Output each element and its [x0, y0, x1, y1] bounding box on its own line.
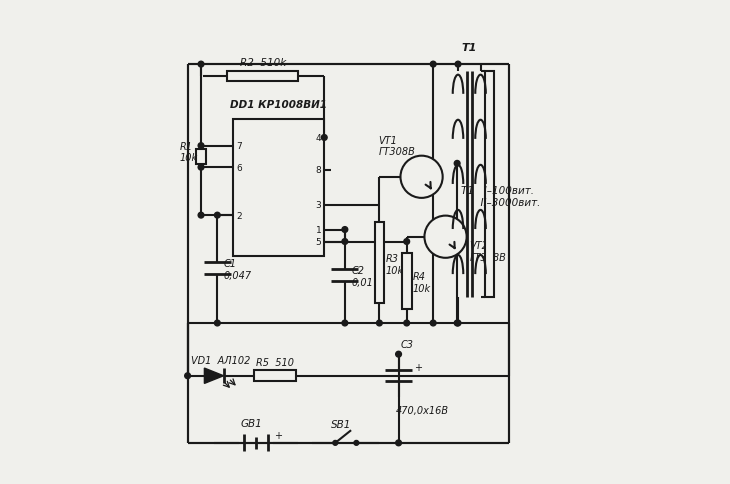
Bar — [374, 223, 384, 303]
Text: VD1  АЛ102: VD1 АЛ102 — [191, 355, 251, 365]
Text: GB1: GB1 — [240, 418, 262, 428]
Circle shape — [215, 320, 220, 326]
Text: +: + — [414, 362, 422, 372]
Circle shape — [377, 320, 383, 326]
Circle shape — [455, 320, 461, 326]
Text: 1: 1 — [315, 226, 321, 235]
Bar — [485, 72, 494, 297]
Text: 8: 8 — [315, 166, 321, 175]
Circle shape — [454, 161, 460, 167]
Circle shape — [342, 320, 347, 326]
Text: R5  510: R5 510 — [256, 357, 294, 367]
Text: R2  510k: R2 510k — [239, 59, 285, 68]
Text: Т1   I–100вит.
      II–3000вит.: Т1 I–100вит. II–3000вит. — [461, 186, 540, 207]
Text: 470,0x16В: 470,0x16В — [396, 405, 449, 415]
Circle shape — [396, 351, 402, 357]
Text: 4: 4 — [316, 134, 321, 143]
Circle shape — [198, 213, 204, 219]
Text: 2: 2 — [236, 211, 242, 220]
Circle shape — [342, 239, 347, 245]
Text: 3: 3 — [315, 201, 321, 210]
Circle shape — [424, 216, 466, 258]
Text: R1
10k: R1 10k — [180, 141, 198, 163]
Circle shape — [215, 213, 220, 219]
Text: 6: 6 — [236, 163, 242, 172]
Bar — [196, 150, 206, 165]
Bar — [254, 371, 296, 381]
Bar — [402, 254, 412, 309]
Text: VT1
ГТ308В: VT1 ГТ308В — [378, 136, 415, 157]
Text: DD1 КР1008ВИ1: DD1 КР1008ВИ1 — [230, 100, 327, 109]
Circle shape — [198, 62, 204, 68]
Bar — [227, 72, 298, 82]
Polygon shape — [204, 368, 223, 384]
Text: +: + — [274, 431, 283, 440]
Circle shape — [455, 62, 461, 68]
Text: C1
0,047: C1 0,047 — [223, 259, 252, 280]
Text: C3: C3 — [401, 340, 414, 349]
Circle shape — [396, 440, 402, 446]
Text: SB1: SB1 — [331, 420, 351, 430]
Circle shape — [321, 136, 327, 141]
Text: T1: T1 — [461, 43, 477, 53]
Text: 7: 7 — [236, 142, 242, 151]
Circle shape — [430, 62, 436, 68]
Text: R3
10k: R3 10k — [385, 254, 404, 275]
Circle shape — [354, 440, 358, 445]
Circle shape — [198, 143, 204, 149]
Circle shape — [342, 227, 347, 233]
Text: R4
10k: R4 10k — [413, 272, 431, 293]
Circle shape — [430, 320, 436, 326]
Circle shape — [333, 440, 338, 445]
Bar — [233, 120, 324, 257]
Text: VT2
ГТ308В: VT2 ГТ308В — [469, 241, 507, 262]
Circle shape — [198, 165, 204, 171]
Circle shape — [404, 239, 410, 245]
Text: C2
0,01: C2 0,01 — [351, 266, 373, 287]
Circle shape — [454, 320, 460, 326]
Text: 5: 5 — [315, 238, 321, 246]
Circle shape — [401, 156, 442, 198]
Circle shape — [404, 320, 410, 326]
Circle shape — [185, 373, 191, 379]
